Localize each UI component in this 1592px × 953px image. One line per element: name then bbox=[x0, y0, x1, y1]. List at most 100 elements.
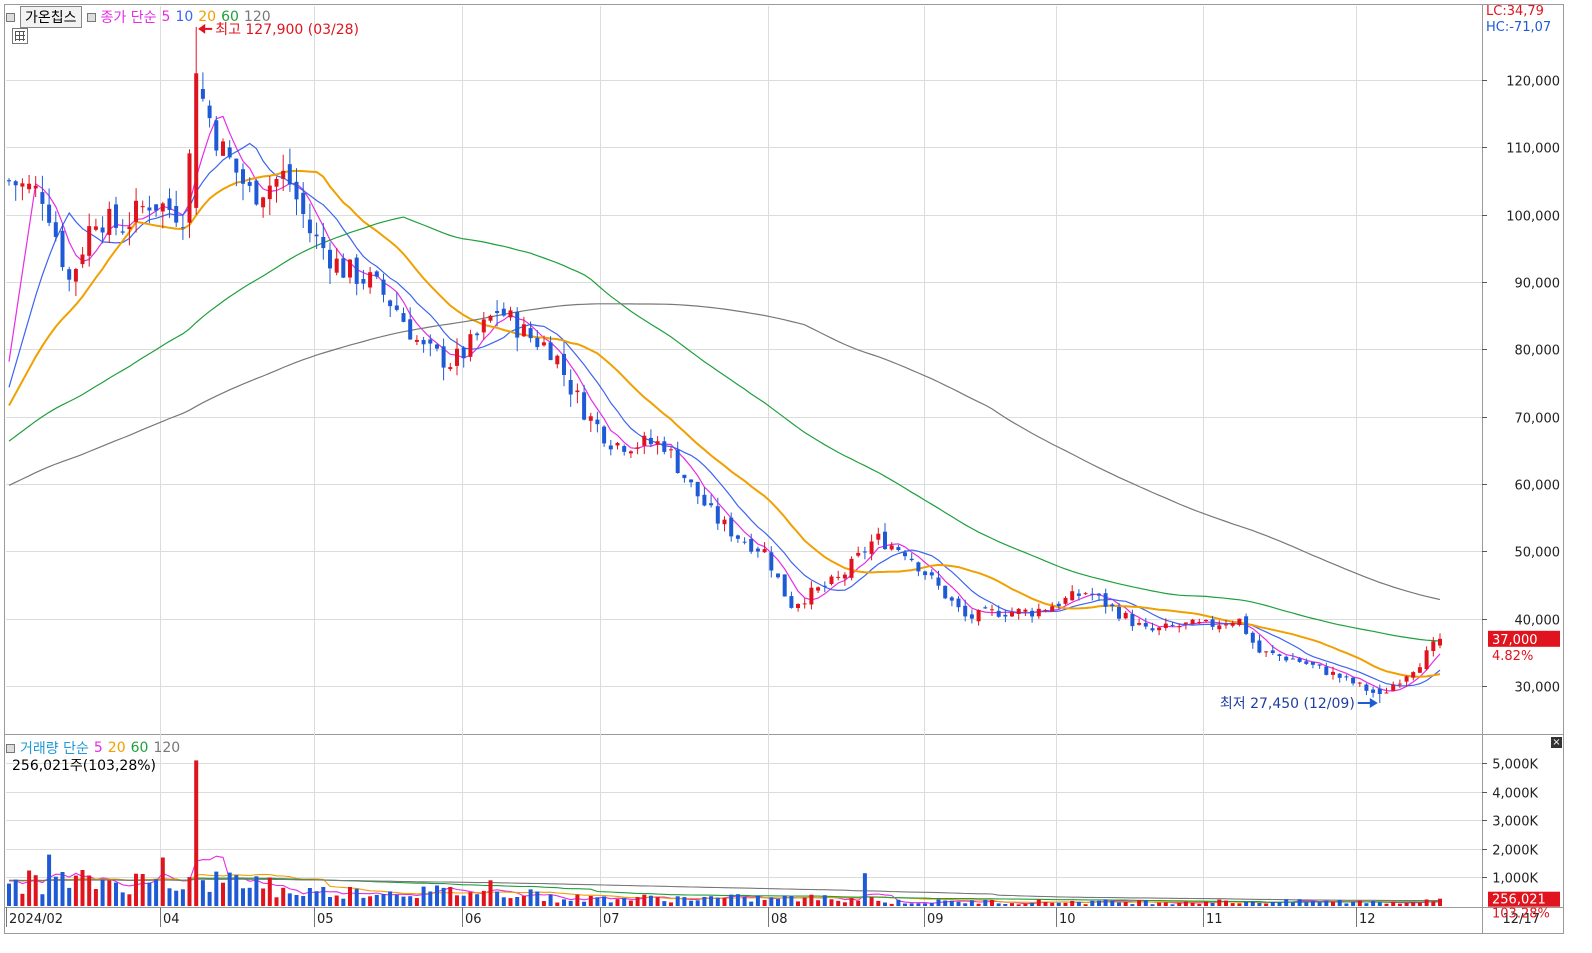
candle-body bbox=[562, 353, 566, 375]
volume-bar bbox=[1417, 902, 1422, 906]
vol-ma-20-label: 20 bbox=[107, 740, 126, 756]
candle-body bbox=[1217, 625, 1222, 630]
candle-body bbox=[1411, 672, 1416, 678]
candle-body bbox=[134, 200, 138, 222]
candle-body bbox=[983, 607, 988, 609]
candle-body bbox=[916, 562, 921, 572]
volume-bar bbox=[394, 894, 399, 906]
candle-body bbox=[1003, 614, 1008, 617]
candle-body bbox=[254, 180, 259, 205]
candle-body bbox=[856, 552, 861, 556]
candle-body bbox=[160, 203, 165, 212]
volume-bar bbox=[200, 880, 205, 906]
volume-bar bbox=[615, 899, 620, 906]
volume-bar bbox=[856, 900, 861, 906]
volume-bar bbox=[274, 897, 279, 906]
candle-body bbox=[762, 549, 767, 553]
volume-bar bbox=[227, 872, 232, 906]
volume-bar bbox=[13, 879, 18, 906]
candle-body bbox=[20, 183, 25, 187]
candle-body bbox=[836, 576, 841, 578]
volume-bar bbox=[582, 901, 587, 906]
month-label: 04 bbox=[163, 912, 180, 927]
volume-bar bbox=[1003, 904, 1008, 906]
candle-body bbox=[341, 258, 346, 278]
candle-body bbox=[388, 300, 393, 307]
price-tick-label: 50,000 bbox=[1515, 546, 1561, 561]
volume-bar bbox=[134, 873, 138, 906]
candle-body bbox=[749, 539, 754, 552]
month-label: 06 bbox=[465, 912, 482, 927]
candle-body bbox=[154, 204, 159, 211]
volume-bar bbox=[669, 902, 673, 906]
volume-bar bbox=[702, 897, 707, 906]
volume-bar bbox=[889, 903, 894, 906]
candle-body bbox=[408, 319, 413, 340]
candle-body bbox=[1030, 610, 1035, 617]
candle-body bbox=[1224, 624, 1228, 626]
volume-bar bbox=[568, 900, 573, 906]
candle-body bbox=[1304, 661, 1309, 664]
volume-bar bbox=[883, 902, 887, 906]
grid-table-icon[interactable] bbox=[12, 28, 28, 44]
candle-body bbox=[1270, 650, 1275, 653]
volume-bar bbox=[1097, 900, 1101, 906]
candle-body bbox=[294, 181, 299, 200]
candle-body bbox=[1197, 621, 1202, 623]
volume-bar bbox=[963, 903, 968, 906]
volume-bar bbox=[1331, 901, 1335, 906]
candle-body bbox=[735, 535, 740, 539]
volume-bar bbox=[1010, 903, 1014, 906]
volume-bar bbox=[969, 900, 974, 906]
hc-value: HC:-71,07 bbox=[1486, 20, 1552, 35]
candle-body bbox=[963, 605, 968, 617]
collapse-square-icon[interactable] bbox=[6, 12, 15, 22]
candle-body bbox=[1364, 684, 1369, 691]
vol-ma-120-label: 120 bbox=[153, 740, 181, 756]
candle-body bbox=[608, 445, 613, 450]
volume-bar bbox=[1371, 901, 1376, 906]
volume-square-icon[interactable] bbox=[6, 743, 15, 753]
volume-bar bbox=[67, 887, 72, 906]
volume-bar bbox=[776, 898, 780, 906]
price-tick-label: 40,000 bbox=[1515, 614, 1561, 629]
candle-body bbox=[314, 234, 319, 237]
candle-body bbox=[1331, 671, 1335, 675]
volume-bar bbox=[154, 879, 159, 906]
close-icon[interactable]: × bbox=[1551, 737, 1562, 748]
volume-bar bbox=[388, 891, 393, 906]
stock-name-label[interactable]: 가온칩스 bbox=[20, 6, 82, 28]
ma-60-label: 60 bbox=[221, 9, 239, 25]
volume-bar bbox=[1284, 899, 1289, 906]
volume-bar bbox=[508, 898, 513, 906]
candle-body bbox=[1310, 662, 1315, 665]
price-legend: 가온칩스 종가 단순 5 10 20 60 120 bbox=[6, 6, 271, 28]
candle-body bbox=[990, 609, 994, 611]
volume-bar bbox=[80, 870, 85, 906]
candle-body bbox=[568, 380, 573, 395]
settings-square-icon[interactable] bbox=[86, 12, 96, 22]
ma-type-label: 종가 단순 bbox=[100, 10, 157, 26]
ma-10-line bbox=[8, 142, 1441, 687]
candle-body bbox=[642, 435, 647, 446]
last-volume-box bbox=[1488, 891, 1560, 907]
candle-body bbox=[883, 531, 887, 549]
volume-bar bbox=[1237, 903, 1242, 906]
candle-body bbox=[1016, 608, 1021, 614]
candle-body bbox=[368, 272, 373, 288]
volume-bar bbox=[1043, 902, 1048, 906]
volume-bar bbox=[401, 896, 406, 906]
lc-value: LC:34,79 bbox=[1486, 4, 1544, 19]
candle-body bbox=[281, 170, 286, 179]
volume-bar bbox=[515, 897, 520, 906]
volume-bar bbox=[802, 897, 807, 906]
candle-body bbox=[328, 249, 332, 269]
candle-body bbox=[261, 197, 266, 208]
candle-body bbox=[321, 237, 326, 249]
vol-ma-5-label: 5 bbox=[93, 740, 103, 756]
volume-bar bbox=[628, 900, 633, 906]
volume-bar bbox=[374, 894, 379, 906]
candle-body bbox=[635, 447, 640, 449]
